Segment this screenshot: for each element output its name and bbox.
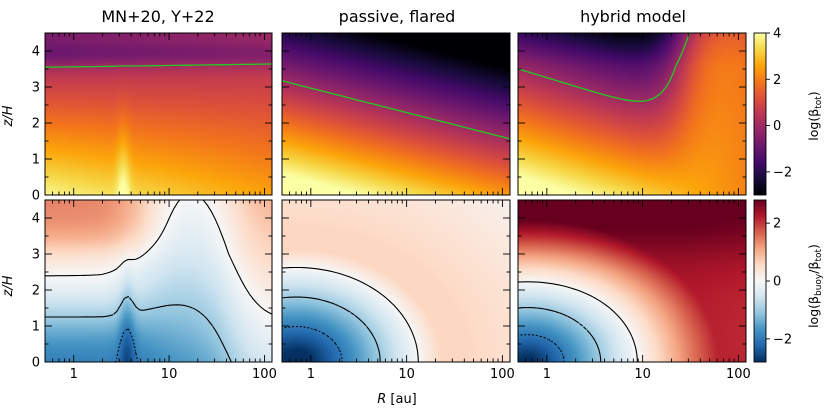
contour-bottom-3-dashed — [518, 307, 602, 363]
x-tick-label: 10 — [398, 367, 415, 382]
panel-frame — [517, 32, 747, 196]
contour-bottom-2-dashed — [281, 296, 381, 363]
x-tick-label: 1 — [307, 367, 315, 382]
colorbar-bottom — [753, 199, 767, 363]
x-tick-label: 10 — [634, 367, 651, 382]
x-tick-label: 1 — [543, 367, 551, 382]
x-tick-label: 100 — [726, 367, 751, 382]
colorbar-tick-label: −2 — [773, 332, 792, 347]
y-axis-label-top: z/H — [1, 105, 16, 127]
heatmap-beta-tot-3 — [518, 33, 746, 195]
contour-bottom-1-dotted — [114, 328, 139, 363]
colorbar-label-bottom: log(βbuoy/βtot) — [806, 244, 824, 328]
heatmap-beta-ratio-2 — [282, 200, 510, 362]
y-tick-label: 1 — [32, 320, 40, 335]
contour-top-2-solid — [281, 80, 511, 140]
colorbar-tick-label: 2 — [773, 217, 781, 232]
panel-title-col3: hybrid model — [580, 7, 686, 26]
x-tick-label: 100 — [252, 367, 277, 382]
contour-bottom-2-solid — [281, 266, 419, 363]
colorbar-tick-label: −2 — [773, 165, 792, 180]
y-axis-label-bottom: z/H — [1, 275, 16, 297]
colorbar-tick-label: 4 — [773, 27, 781, 42]
heatmap-beta-ratio-1 — [45, 200, 272, 362]
contour-bottom-2-dotted — [281, 326, 343, 363]
x-tick-label: 1 — [70, 367, 78, 382]
contour-bottom-3-solid — [517, 281, 638, 363]
colorbar-tick-label: 0 — [773, 275, 781, 290]
colorbar-label-top: log(βtot) — [806, 91, 824, 140]
x-tick-label: 10 — [161, 367, 178, 382]
heatmap-beta-ratio-3 — [518, 200, 746, 362]
contour-bottom-1-solid — [45, 199, 273, 315]
y-tick-label: 0 — [32, 356, 40, 371]
colorbar-tick-label: 2 — [773, 73, 781, 88]
panel-title-col2: passive, flared — [339, 7, 456, 26]
heatmap-beta-tot-2 — [282, 33, 510, 195]
y-tick-label: 3 — [32, 81, 40, 96]
contour-top-3-solid — [517, 32, 691, 102]
panel-frame — [281, 32, 511, 196]
contour-bottom-1-dashed — [45, 296, 232, 363]
colorbar-tick-label: 0 — [773, 119, 781, 134]
heatmap-beta-tot-1 — [45, 33, 272, 195]
contour-bottom-3-dotted — [517, 334, 565, 363]
contour-top-1-solid — [44, 63, 272, 68]
panel-title-col1: MN+20, Y+22 — [101, 7, 214, 26]
y-tick-label: 4 — [32, 45, 40, 60]
y-tick-label: 3 — [32, 248, 40, 263]
panel-frame — [44, 199, 273, 363]
y-tick-label: 4 — [32, 212, 40, 227]
panel-frame — [281, 199, 511, 363]
x-axis-label: R [au] — [377, 392, 417, 407]
y-tick-label: 2 — [32, 284, 40, 299]
panel-frame — [517, 199, 747, 363]
y-tick-label: 0 — [32, 189, 40, 204]
y-tick-label: 1 — [32, 153, 40, 168]
x-tick-label: 100 — [490, 367, 515, 382]
y-tick-label: 2 — [32, 117, 40, 132]
colorbar-top — [753, 32, 767, 196]
panel-frame — [44, 32, 273, 196]
